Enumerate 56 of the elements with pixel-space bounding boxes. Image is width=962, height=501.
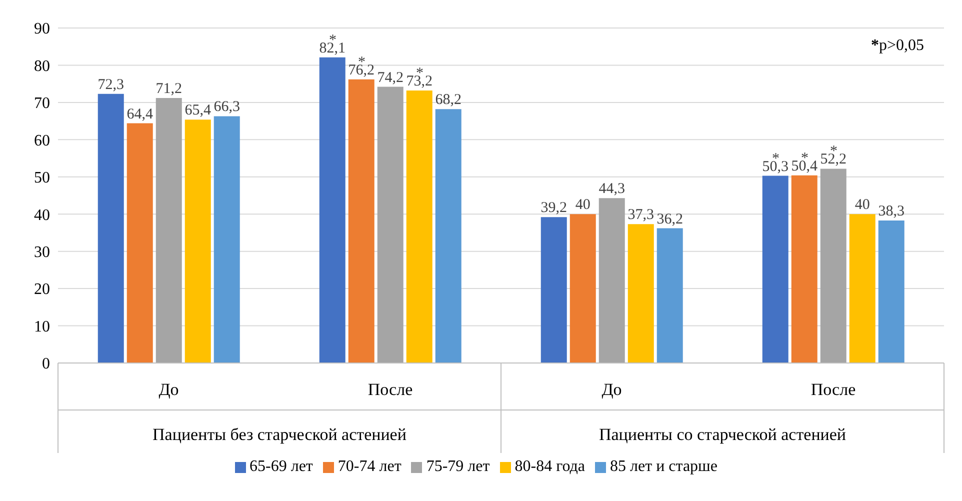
- legend-label: 65-69 лет: [250, 458, 313, 475]
- bar: [435, 109, 462, 363]
- y-tick-label: 10: [34, 318, 50, 336]
- bar: [762, 176, 788, 363]
- data-label: 71,2: [156, 80, 182, 97]
- bar: [656, 228, 683, 363]
- bar: [214, 116, 240, 363]
- bar: [348, 79, 374, 363]
- legend-label: 80-84 года: [514, 458, 586, 475]
- x-tick-label: После: [810, 380, 856, 400]
- x-tick-label: До: [602, 380, 622, 400]
- annotation: *p>0,05: [870, 37, 924, 54]
- bar: [540, 217, 567, 363]
- y-tick-label: 20: [34, 281, 50, 298]
- text: Пациенты со старческой астенией: [598, 425, 846, 444]
- y-tick-label: 50: [34, 170, 50, 187]
- bar: [628, 224, 654, 363]
- y-tick-label: 90: [34, 20, 50, 38]
- y-tick-label: 80: [34, 58, 50, 75]
- bar: [319, 57, 346, 363]
- bar: [598, 198, 625, 363]
- data-label: 40: [575, 197, 590, 214]
- x-tick-label: После: [368, 380, 413, 400]
- bar: [820, 168, 846, 363]
- data-label: 37,3: [628, 207, 654, 224]
- bar: [98, 94, 124, 363]
- legend-label: 75-79 лет: [426, 458, 490, 475]
- bar: [377, 86, 404, 363]
- bar: [126, 123, 153, 363]
- data-label: 36,2: [656, 211, 683, 228]
- legend-label: 70-74 лет: [338, 458, 402, 475]
- data-label: 64,4: [126, 106, 154, 122]
- y-tick-label: 0: [42, 356, 50, 373]
- y-tick-label: 40: [34, 206, 50, 224]
- data-label: 74,2: [377, 70, 404, 86]
- data-label: 65,4: [184, 102, 212, 119]
- bar: [849, 214, 876, 363]
- bar: [791, 175, 818, 363]
- data-label: 68,2: [435, 92, 462, 108]
- bar: [156, 98, 182, 363]
- data-label: 40: [854, 197, 870, 214]
- x-tick-label: До: [158, 380, 179, 400]
- text: Пациенты без старческой астенией: [152, 425, 406, 444]
- data-label: 44,3: [598, 181, 625, 198]
- data-label: 66,3: [214, 99, 240, 116]
- legend-label: 85 лет и старше: [610, 458, 718, 475]
- y-tick-label: 30: [34, 244, 50, 262]
- y-tick-label: 60: [34, 132, 50, 150]
- y-tick-label: 70: [34, 95, 50, 112]
- bar: [184, 120, 211, 363]
- data-label: 38,3: [878, 203, 904, 220]
- data-label: 72,3: [98, 76, 124, 93]
- data-label: 39,2: [540, 200, 567, 216]
- bar: [570, 214, 596, 363]
- bar: [878, 220, 904, 363]
- bar: [406, 90, 432, 363]
